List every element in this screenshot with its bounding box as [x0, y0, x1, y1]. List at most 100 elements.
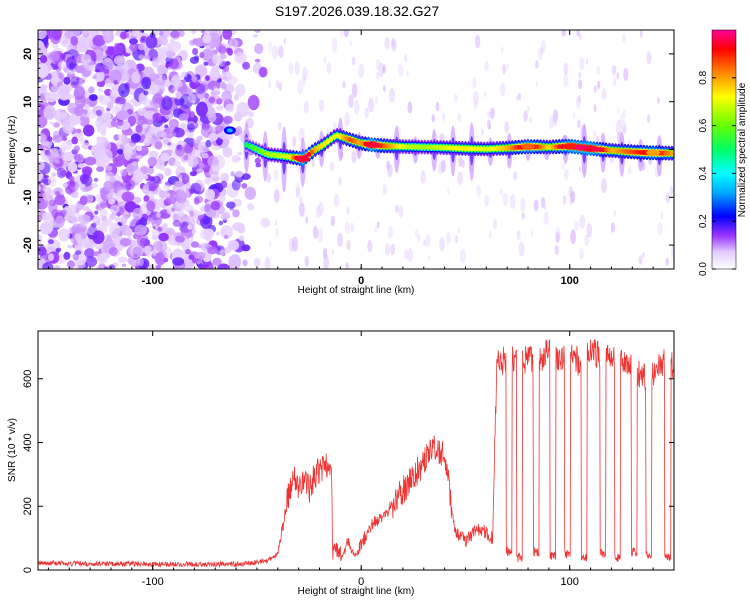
ridge-segment: [447, 145, 452, 151]
speckle: [384, 36, 390, 50]
spectrogram-ytick-label: 20: [22, 48, 34, 60]
noise-blob: [189, 171, 197, 177]
noise-blob: [75, 208, 80, 214]
noise-blob: [104, 30, 112, 38]
speckle: [423, 239, 426, 247]
colorbar-tick-label: 0.0: [698, 262, 709, 276]
noise-blob: [100, 140, 112, 153]
noise-blob: [42, 192, 51, 201]
noise-blob: [163, 257, 169, 263]
ridge-segment: [610, 147, 615, 154]
speckle: [298, 202, 305, 217]
noise-blob: [178, 30, 185, 37]
speckle: [568, 186, 574, 198]
speckle: [518, 241, 525, 257]
speckle: [669, 185, 674, 195]
noise-blob: [216, 246, 221, 251]
noise-blob: [117, 119, 124, 126]
noise-blob: [156, 212, 161, 218]
noise-blob: [118, 83, 130, 98]
speckle: [660, 212, 664, 220]
speckle: [593, 104, 597, 113]
noise-blob: [181, 79, 187, 84]
noise-blob: [131, 161, 138, 166]
speckle: [552, 109, 559, 123]
noise-blob: [56, 167, 66, 179]
speckle: [670, 244, 674, 260]
speckle: [665, 193, 670, 204]
ridge-segment: [632, 149, 637, 155]
colorbar-label: Normalized spectral amplitude: [737, 82, 748, 217]
noise-blob: [187, 224, 192, 230]
noise-blob: [131, 218, 137, 225]
ridge-segment: [438, 144, 443, 151]
noise-blob: [184, 183, 192, 190]
speckle: [548, 115, 555, 130]
speckle: [531, 230, 534, 236]
noise-blob: [216, 105, 224, 111]
noise-feature: [226, 128, 233, 133]
noise-blob: [144, 133, 149, 139]
ridge-segment: [622, 148, 628, 154]
noise-blob: [141, 119, 149, 126]
noise-blob: [238, 235, 245, 241]
noise-blob: [61, 140, 73, 151]
noise-blob: [110, 120, 117, 127]
noise-blob: [52, 134, 63, 143]
noise-blob: [72, 252, 80, 261]
noise-blob: [118, 256, 128, 263]
noise-blob: [100, 64, 109, 73]
speckle: [268, 80, 271, 89]
ridge-segment: [397, 143, 402, 150]
noise-blob: [153, 73, 166, 86]
speckle: [382, 184, 387, 195]
noise-blob: [189, 56, 199, 64]
speckle: [389, 87, 395, 103]
noise-blob: [177, 144, 181, 150]
noise-blob: [215, 137, 223, 146]
speckle: [657, 97, 660, 104]
noise-blob: [173, 203, 186, 213]
speckle: [378, 62, 385, 78]
ridge-segment: [666, 150, 671, 156]
noise-blob: [158, 48, 163, 53]
ridge-segment: [500, 145, 506, 151]
noise-blob: [138, 54, 145, 60]
speckle: [382, 64, 387, 74]
noise-blob: [231, 155, 240, 163]
speckle: [384, 243, 390, 256]
ridge-segment: [503, 145, 509, 151]
noise-blob: [44, 175, 49, 179]
noise-blob: [196, 101, 208, 117]
speckle: [578, 166, 582, 173]
noise-blob: [72, 116, 79, 122]
noise-blob: [133, 253, 138, 258]
noise-blob: [137, 258, 144, 267]
speckle: [488, 124, 491, 130]
colorbar-tick-label: 0.4: [698, 166, 709, 180]
ridge-segment: [475, 146, 481, 152]
speckle: [283, 38, 286, 44]
ridge-segment: [538, 144, 543, 150]
snr-ytick-label: 200: [22, 497, 34, 515]
speckle: [638, 255, 643, 265]
noise-blob: [76, 39, 88, 53]
speckle: [579, 214, 585, 229]
noise-blob: [63, 182, 68, 188]
noise-blob: [98, 225, 106, 232]
ridge-segment: [382, 143, 387, 149]
speckle: [472, 77, 477, 89]
noise-blob: [235, 126, 243, 135]
speckle: [311, 158, 315, 168]
noise-blob: [178, 113, 189, 121]
speckle: [473, 90, 479, 105]
noise-blob: [137, 43, 145, 51]
noise-blob: [225, 103, 235, 113]
noise-blob: [163, 138, 169, 145]
noise-blob: [88, 86, 95, 94]
speckle: [407, 247, 414, 262]
noise-blob: [92, 230, 105, 244]
noise-blob: [66, 260, 76, 269]
noise-blob: [129, 42, 139, 52]
noise-blob: [125, 142, 137, 156]
